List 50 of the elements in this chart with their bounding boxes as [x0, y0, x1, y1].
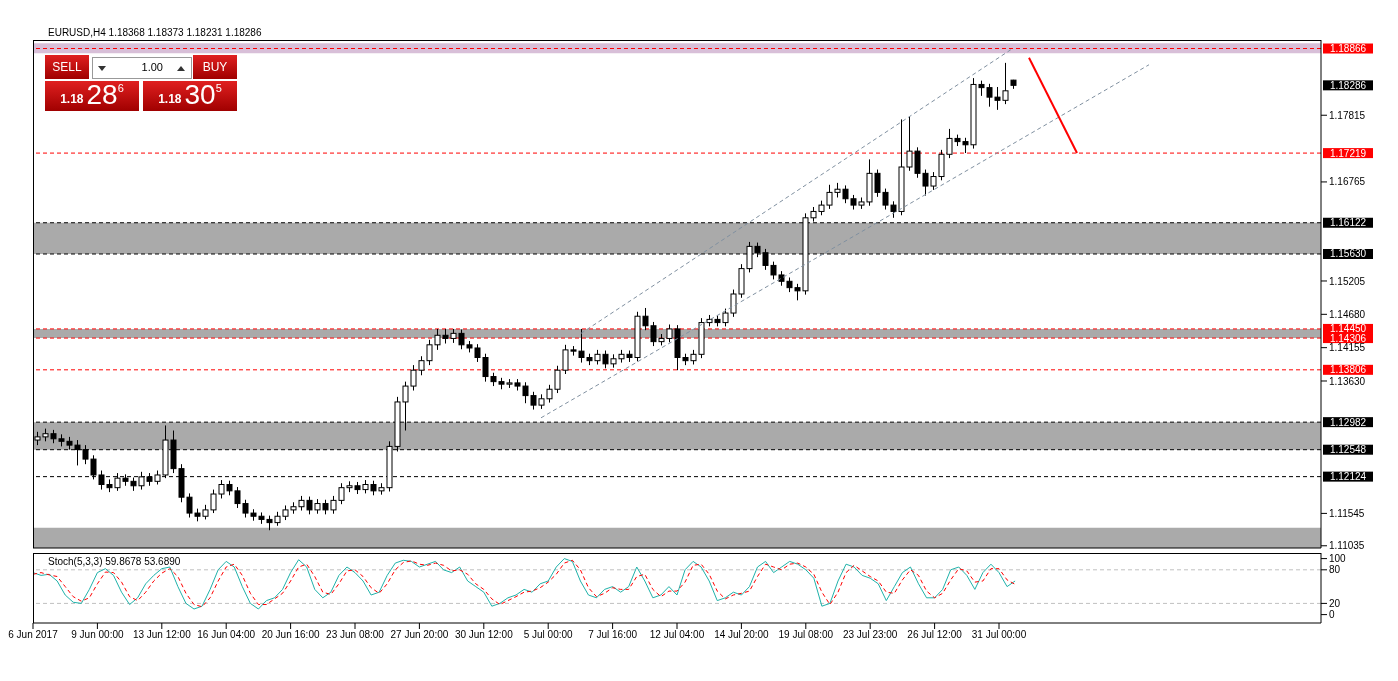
y-tick-label: 20: [1329, 597, 1341, 609]
annotation: 28: [86, 79, 118, 110]
y-tick-label: 1.13630: [1329, 375, 1366, 387]
x-tick-label: 16 Jun 04:00: [197, 629, 256, 641]
ref-line-label: 1.12548: [1329, 444, 1367, 456]
x-tick-label: 20 Jun 16:00: [261, 629, 320, 641]
x-tick-label: 9 Jun 00:00: [71, 629, 124, 641]
chart-title: EURUSD,H4 1.18368 1.18373 1.18231 1.18286: [48, 27, 262, 38]
annotation: SELL: [45, 55, 89, 79]
ref-line-label: 1.12124: [1329, 471, 1367, 483]
y-tick-label: 1.15205: [1329, 275, 1366, 287]
ref-line-label: 1.18866: [1329, 43, 1367, 55]
ref-line-label: 1.12982: [1329, 416, 1367, 428]
x-tick-label: 31 Jul 00:00: [971, 629, 1027, 641]
x-tick-label: 30 Jun 12:00: [454, 629, 514, 641]
annotation: 1.18: [158, 92, 182, 106]
x-tick-label: 19 Jul 08:00: [778, 629, 834, 641]
x-tick-label: 6 Jun 2017: [8, 629, 59, 641]
text: 1.18286: [1329, 79, 1367, 91]
x-tick-label: 23 Jun 08:00: [326, 629, 385, 641]
ref-line-label: 1.17219: [1329, 147, 1367, 159]
y-tick-label: 80: [1329, 564, 1341, 576]
y-tick-label: 100: [1329, 553, 1347, 565]
ref-line-label: 1.13806: [1329, 364, 1367, 376]
annotation: 6: [117, 82, 124, 94]
x-tick-label: 7 Jul 16:00: [588, 629, 638, 641]
annotation: 1.00: [141, 61, 163, 73]
annotation: 30: [184, 79, 216, 110]
ref-line-label: 1.15630: [1329, 248, 1367, 260]
y-tick-label: 1.11035: [1329, 540, 1365, 552]
y-tick-label: 1.14680: [1329, 308, 1366, 320]
y-tick-label: 1.11545: [1329, 507, 1365, 519]
annotation: BUY: [193, 55, 237, 79]
x-tick-label: 13 Jun 12:00: [132, 629, 192, 641]
y-tick-label: 1.14155: [1329, 342, 1366, 354]
x-tick-label: 26 Jul 12:00: [907, 629, 963, 641]
y-tick-label: 1.17815: [1329, 109, 1366, 121]
ref-line-label: 1.14306: [1329, 332, 1367, 344]
annotation: 5: [215, 82, 222, 94]
y-tick-label: 0: [1329, 609, 1335, 621]
ref-line-label: 1.14450: [1329, 323, 1367, 335]
chart-title: Stoch(5,3,3) 59.8678 53.6890: [48, 556, 181, 567]
x-tick-label: 5 Jul 00:00: [523, 629, 574, 641]
ref-line-label: 1.16122: [1329, 217, 1367, 229]
x-tick-label: 12 Jul 04:00: [649, 629, 705, 641]
annotation: 1.18: [60, 92, 84, 106]
x-tick-label: 23 Jul 23:00: [842, 629, 898, 641]
y-tick-label: 1.16765: [1329, 176, 1366, 188]
x-tick-label: 27 Jun 20:00: [390, 629, 449, 641]
x-tick-label: 14 Jul 20:00: [714, 629, 770, 641]
